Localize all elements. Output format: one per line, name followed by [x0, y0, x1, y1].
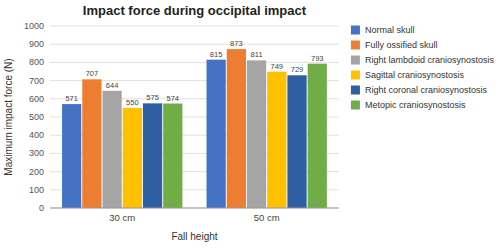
legend-swatch [351, 86, 360, 95]
legend-swatch [351, 56, 360, 65]
y-tick-label: 1000 [24, 21, 44, 31]
bar [227, 49, 246, 208]
bar [82, 79, 101, 208]
legend-label: Sagittal craniosynostosis [365, 70, 465, 80]
y-tick-label: 300 [29, 148, 44, 158]
y-tick-label: 700 [29, 76, 44, 86]
legend: Normal skull Fully ossified skull Right la… [351, 25, 495, 110]
y-axis-label: Maximum impact force (N) [3, 58, 14, 175]
data-label: 815 [210, 50, 223, 59]
x-axis-line [50, 208, 339, 209]
bar [247, 60, 266, 208]
legend-label: Metopic craniosynostosis [365, 100, 466, 110]
legend-label: Right coronal craniosynostosis [365, 85, 488, 95]
legend-swatch [351, 101, 360, 110]
data-label: 550 [126, 98, 139, 107]
bars [62, 49, 327, 208]
y-tick-label: 900 [29, 39, 44, 49]
data-label: 749 [271, 62, 284, 71]
x-tick-label: 30 cm [109, 212, 135, 223]
data-label: 729 [291, 65, 304, 74]
y-tick-label: 200 [29, 167, 44, 177]
data-label: 575 [146, 93, 159, 102]
bar [287, 75, 306, 208]
legend-swatch [351, 71, 360, 80]
bar [62, 104, 81, 208]
background [0, 0, 500, 252]
data-label: 793 [311, 54, 324, 63]
y-tick-label: 800 [29, 57, 44, 67]
y-tick-label: 100 [29, 185, 44, 195]
bar [267, 72, 286, 208]
bar [103, 91, 122, 208]
y-tick-label: 600 [29, 94, 44, 104]
bar [123, 108, 142, 208]
legend-swatch [351, 41, 360, 50]
x-tick-label: 50 cm [254, 212, 280, 223]
grid-line [50, 44, 339, 45]
bar [207, 60, 226, 208]
data-label: 873 [230, 39, 243, 48]
grid-line [50, 26, 339, 27]
data-label: 707 [86, 69, 99, 78]
grid-line [50, 62, 339, 63]
bar [163, 104, 182, 208]
grid [50, 26, 339, 208]
x-axis-label: Fall height [171, 231, 217, 242]
legend-swatch [351, 26, 360, 35]
data-label: 571 [65, 94, 78, 103]
grid-line [50, 208, 339, 209]
data-labels: 571 815 707 873 644 811 550 749 575 729 574 793 [65, 39, 323, 107]
y-tick-label: 0 [39, 203, 44, 213]
legend-label: Normal skull [365, 25, 415, 35]
data-label: 811 [251, 50, 263, 59]
chart: Normal skull Fully ossified skull Right la… [0, 0, 500, 252]
bar [143, 103, 162, 208]
y-axis: 0 100 200 300 400 500 600 700 800 900 1000 [24, 21, 44, 213]
legend-label: Right lambdoid craniosynostosis [365, 55, 495, 65]
data-label: 644 [106, 81, 119, 90]
legend-label: Fully ossified skull [365, 40, 438, 50]
y-tick-label: 500 [29, 112, 44, 122]
data-label: 574 [167, 94, 180, 103]
title: Impact force during occipital impact [83, 3, 307, 18]
x-axis: 30 cm 50 cm [50, 208, 339, 223]
y-tick-label: 400 [29, 130, 44, 140]
bar [308, 64, 327, 208]
